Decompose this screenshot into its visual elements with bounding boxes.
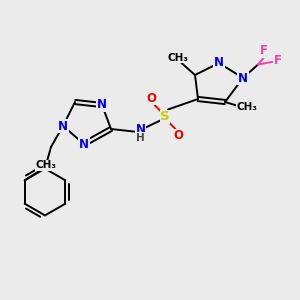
Text: O: O	[146, 92, 157, 105]
Text: N: N	[58, 119, 68, 133]
Text: F: F	[260, 44, 268, 58]
Text: N: N	[238, 71, 248, 85]
Text: CH₃: CH₃	[35, 160, 56, 170]
Text: N: N	[214, 56, 224, 70]
Text: F: F	[274, 54, 281, 68]
Text: O: O	[173, 129, 184, 142]
Text: CH₃: CH₃	[168, 52, 189, 63]
Text: N: N	[135, 122, 146, 136]
Text: N: N	[79, 137, 89, 151]
Text: H: H	[136, 133, 145, 143]
Text: CH₃: CH₃	[236, 102, 257, 112]
Text: N: N	[97, 98, 107, 112]
Text: S: S	[160, 110, 170, 124]
